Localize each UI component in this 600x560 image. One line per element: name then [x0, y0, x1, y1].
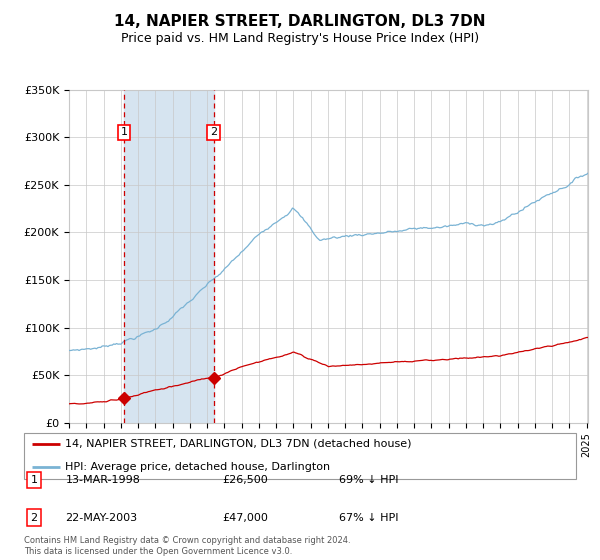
Text: 14, NAPIER STREET, DARLINGTON, DL3 7DN: 14, NAPIER STREET, DARLINGTON, DL3 7DN — [114, 14, 486, 29]
Text: 1: 1 — [121, 128, 128, 137]
Text: £26,500: £26,500 — [223, 475, 268, 484]
Text: £47,000: £47,000 — [223, 512, 269, 522]
Text: 2: 2 — [31, 512, 37, 522]
Text: 1: 1 — [31, 475, 37, 484]
Text: Contains HM Land Registry data © Crown copyright and database right 2024.
This d: Contains HM Land Registry data © Crown c… — [24, 536, 350, 556]
Text: 67% ↓ HPI: 67% ↓ HPI — [338, 512, 398, 522]
Text: Price paid vs. HM Land Registry's House Price Index (HPI): Price paid vs. HM Land Registry's House … — [121, 32, 479, 45]
Text: HPI: Average price, detached house, Darlington: HPI: Average price, detached house, Darl… — [65, 462, 331, 472]
Text: 2: 2 — [210, 128, 217, 137]
Bar — [124, 90, 214, 423]
Text: 69% ↓ HPI: 69% ↓ HPI — [338, 475, 398, 484]
Text: 13-MAR-1998: 13-MAR-1998 — [65, 475, 140, 484]
Text: 22-MAY-2003: 22-MAY-2003 — [65, 512, 137, 522]
Text: 14, NAPIER STREET, DARLINGTON, DL3 7DN (detached house): 14, NAPIER STREET, DARLINGTON, DL3 7DN (… — [65, 439, 412, 449]
